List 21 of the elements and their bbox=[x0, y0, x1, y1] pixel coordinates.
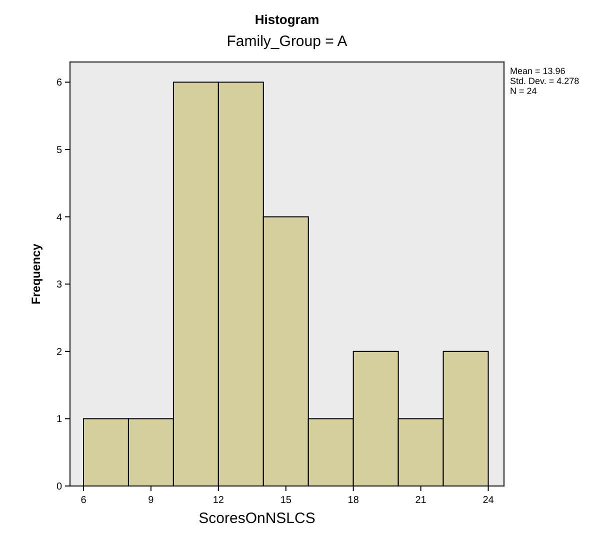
x-tick-label: 9 bbox=[148, 495, 154, 506]
x-axis-title: ScoresOnNSLCS bbox=[198, 510, 316, 527]
y-tick-label: 4 bbox=[56, 212, 62, 224]
x-tick-label: 24 bbox=[482, 495, 494, 506]
chart-subtitle: Family_Group = A bbox=[226, 33, 348, 50]
chart-title: Histogram bbox=[254, 12, 320, 27]
text: N = 24 bbox=[510, 86, 537, 96]
x-tick-label: 12 bbox=[212, 495, 224, 506]
y-tick-label: 3 bbox=[56, 280, 62, 291]
x-tick-label: 18 bbox=[348, 495, 360, 506]
text: Mean = 13.96 bbox=[510, 66, 566, 76]
x-tick-label: 15 bbox=[280, 495, 292, 506]
y-tick-label: 1 bbox=[56, 414, 62, 426]
y-tick-label: 0 bbox=[56, 482, 62, 492]
y-tick-label: 2 bbox=[56, 346, 62, 358]
x-tick-label: 6 bbox=[80, 495, 87, 506]
y-tick-label: 5 bbox=[56, 144, 62, 156]
y-tick-label: 6 bbox=[56, 78, 62, 89]
y-axis-title: Frequency bbox=[29, 243, 43, 304]
x-tick-label: 21 bbox=[415, 495, 427, 506]
text: Std. Dev. = 4.278 bbox=[510, 76, 580, 86]
